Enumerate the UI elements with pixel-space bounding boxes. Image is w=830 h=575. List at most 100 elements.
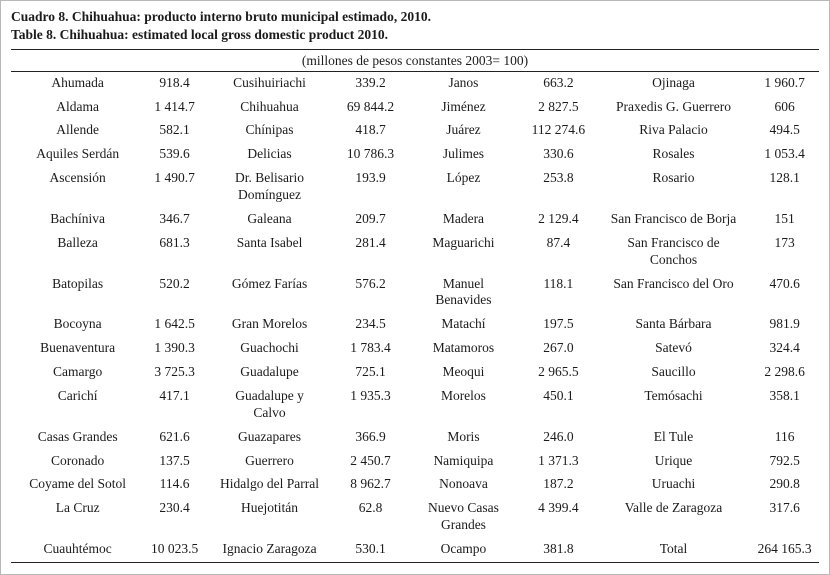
gdp-value: 267.0 xyxy=(543,340,574,356)
gdp-value: 324.4 xyxy=(769,340,800,356)
municipality-name: El Tule xyxy=(653,428,694,444)
gdp-value: 10 786.3 xyxy=(346,146,395,162)
municipality-name: Camargo xyxy=(53,364,103,379)
table-row: Batopilas 520.2 Gómez Farías 576.2 Manuel Be… xyxy=(11,273,819,314)
municipality-name: San Francisco de Conchos xyxy=(627,234,720,267)
municipality-name: Matamoros xyxy=(432,340,495,356)
table-row: La Cruz 230.4 Huejotitán 62.8 Nuevo Casas Gr… xyxy=(11,497,819,538)
gdp-value: 1 490.7 xyxy=(154,170,195,186)
municipality-name: Meoqui xyxy=(442,364,485,379)
gdp-value: 381.8 xyxy=(543,541,574,556)
municipality-name: Batopilas xyxy=(52,275,104,291)
gdp-value: 494.5 xyxy=(769,122,800,138)
municipality-name: Bocoyna xyxy=(53,316,102,332)
municipality-name: Moris xyxy=(447,428,480,444)
municipality-name: Juárez xyxy=(446,122,481,138)
municipality-name: Allende xyxy=(56,122,100,138)
gdp-value: 281.4 xyxy=(355,234,386,250)
gdp-value: 1 783.4 xyxy=(350,340,391,356)
gdp-value: 470.6 xyxy=(769,275,800,291)
table-row: Casas Grandes 621.6 Guazapares 366.9 Moris 24… xyxy=(11,426,819,450)
gdp-value: 187.2 xyxy=(543,476,574,492)
table-row: Bocoyna 1 642.5 Gran Morelos 234.5 Matachí 19… xyxy=(11,313,819,337)
table-body: Ahumada 918.4 Cusihuiriachi 339.2 Janos 663.2… xyxy=(11,71,819,563)
gdp-value: 246.0 xyxy=(543,428,574,444)
gdp-value: 87.4 xyxy=(546,234,571,250)
gdp-value: 2 965.5 xyxy=(538,364,579,379)
gdp-value: 520.2 xyxy=(159,275,190,291)
table-row: Bachíniva 346.7 Galeana 209.7 Madera 2 129.4 S… xyxy=(11,208,819,232)
gdp-value: 197.5 xyxy=(543,316,574,332)
caption-english: Table 8. Chihuahua: estimated local gros… xyxy=(11,26,389,42)
municipality-name: Aquiles Serdán xyxy=(36,146,120,162)
gdp-value: 582.1 xyxy=(159,122,190,138)
municipality-name: López xyxy=(446,170,481,186)
gdp-value: 346.7 xyxy=(159,210,190,226)
gdp-table: (millones de pesos constantes 2003= 100)… xyxy=(11,48,819,563)
gdp-value: 1 053.4 xyxy=(764,146,805,162)
gdp-value: 539.6 xyxy=(159,146,190,162)
gdp-value: 8 962.7 xyxy=(350,476,391,492)
municipality-name: Madera xyxy=(442,210,485,226)
municipality-name: Hidalgo del Parral xyxy=(220,476,320,492)
gdp-value: 366.9 xyxy=(355,428,386,444)
municipality-name: Chihuahua xyxy=(240,98,299,114)
table-row: Coyame del Sotol 114.6 Hidalgo del Parral 8… xyxy=(11,473,819,497)
units-header-row: (millones de pesos constantes 2003= 100) xyxy=(11,48,819,72)
gdp-value: 663.2 xyxy=(543,74,574,90)
gdp-value: 137.5 xyxy=(159,452,190,468)
municipality-name: Rosales xyxy=(652,146,695,162)
gdp-value: 3 725.3 xyxy=(154,364,195,379)
table-row: Coronado 137.5 Guerrero 2 450.7 Namiquipa 1 3… xyxy=(11,450,819,474)
municipality-name: Guadalupe xyxy=(240,364,299,379)
municipality-name: Julimes xyxy=(442,146,485,162)
municipality-name: Valle de Zaragoza xyxy=(624,500,723,516)
municipality-name: Guachochi xyxy=(240,340,299,356)
caption-spanish: Cuadro 8. Chihuahua: producto interno br… xyxy=(11,9,431,24)
gdp-value: 1 642.5 xyxy=(154,316,195,332)
gdp-value: 173 xyxy=(774,234,795,250)
units-header: (millones de pesos constantes 2003= 100) xyxy=(11,48,819,72)
gdp-value: 418.7 xyxy=(355,122,386,138)
table-row: Balleza 681.3 Santa Isabel 281.4 Maguarichi 8… xyxy=(11,232,819,273)
municipality-name: Santa Isabel xyxy=(236,234,303,250)
gdp-value: 918.4 xyxy=(159,74,190,90)
table-row: Camargo 3 725.3 Guadalupe 725.1 Meoqui 2 965.… xyxy=(11,361,819,385)
municipality-name: Gran Morelos xyxy=(231,316,308,332)
gdp-value: 2 129.4 xyxy=(538,210,579,226)
municipality-name: Aldama xyxy=(56,98,100,114)
gdp-value: 1 390.3 xyxy=(154,340,195,356)
municipality-name: Dr. Belisario Domínguez xyxy=(235,170,305,202)
municipality-name: Urique xyxy=(654,452,693,468)
municipality-name: San Francisco del Oro xyxy=(613,275,734,291)
table-row: Ascensión 1 490.7 Dr. Belisario Domínguez 1… xyxy=(11,167,819,208)
municipality-name: Huejotitán xyxy=(241,500,299,516)
municipality-name: Cuauhtémoc xyxy=(43,541,112,556)
municipality-name: Nonoava xyxy=(439,476,488,492)
municipality-name: San Francisco de Borja xyxy=(610,210,737,226)
gdp-value: 2 298.6 xyxy=(764,364,805,379)
municipality-name: Delicias xyxy=(247,146,292,162)
municipality-name: Satevó xyxy=(655,340,692,356)
municipality-name: Galeana xyxy=(247,210,292,226)
gdp-value: 725.1 xyxy=(355,364,386,379)
municipality-name: Ojinaga xyxy=(652,74,695,90)
gdp-value: 1 960.7 xyxy=(764,74,805,90)
gdp-value: 116 xyxy=(774,428,795,444)
gdp-value: 62.8 xyxy=(358,500,383,516)
municipality-name: Santa Bárbara xyxy=(635,316,712,332)
gdp-value: 792.5 xyxy=(769,452,800,468)
gdp-value: 112 274.6 xyxy=(531,122,586,138)
gdp-value: 128.1 xyxy=(769,170,800,186)
gdp-value: 2 827.5 xyxy=(538,98,579,114)
municipality-name: Manuel Benavides xyxy=(435,275,492,308)
municipality-name: Total xyxy=(659,541,688,556)
gdp-value: 209.7 xyxy=(355,210,386,226)
municipality-name: Chínipas xyxy=(245,122,294,138)
gdp-value: 606 xyxy=(774,98,795,114)
gdp-value: 358.1 xyxy=(769,387,800,403)
municipality-name: Praxedis G. Guerrero xyxy=(615,98,732,114)
municipality-name: Guerrero xyxy=(245,452,294,468)
municipality-name: Namiquipa xyxy=(433,452,494,468)
